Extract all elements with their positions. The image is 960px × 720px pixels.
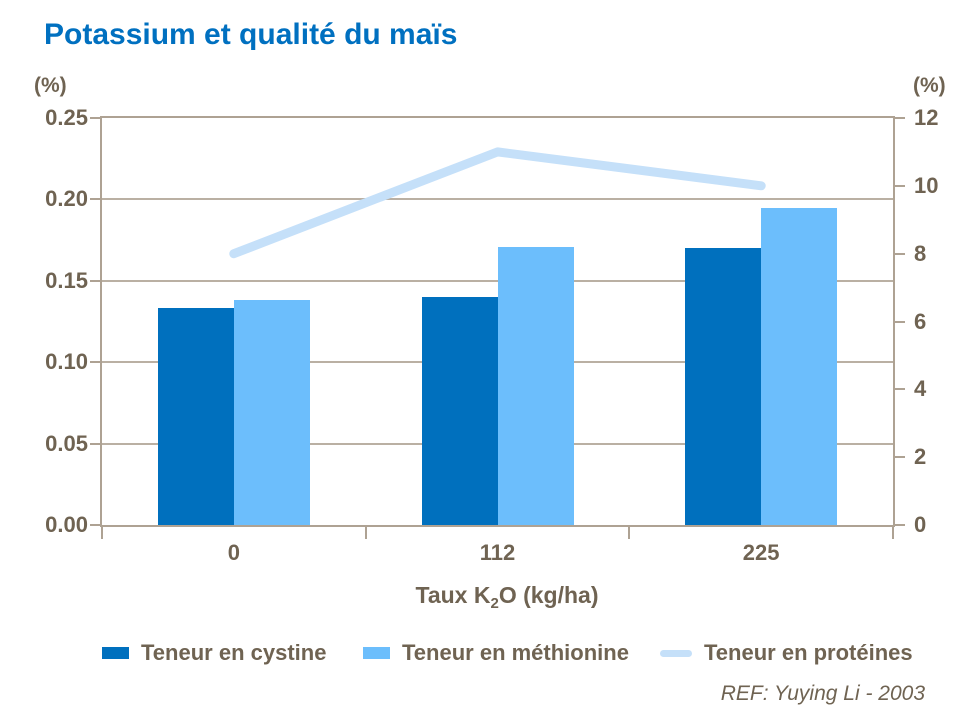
bar-cystine-225 [685,248,762,525]
bar-cystine-112 [421,297,498,525]
legend-item-cystine: Teneur en cystine [102,640,326,666]
x-axis-tick [101,527,103,539]
left-axis-tick-label: 0.20 [45,186,88,212]
methionine-swatch-icon [363,647,390,659]
left-axis-tick [90,279,100,282]
right-axis-tick-label: 4 [914,376,927,402]
right-axis-unit: (%) [913,74,946,97]
bar-methionine-0 [233,300,310,525]
x-axis-title-subscript: 2 [490,595,499,612]
right-axis-tick [895,117,905,119]
right-axis-tick-label: 10 [914,172,939,198]
left-axis-tick [90,524,100,526]
proteines-line [229,147,766,259]
x-axis-tick [628,527,631,539]
right-axis-tick [895,388,905,391]
left-axis-tick-label: 0.05 [45,430,88,456]
right-axis-tick-label: 6 [914,308,927,334]
left-axis-tick-label: 0.15 [45,267,88,293]
legend-label-cystine: Teneur en cystine [141,640,327,665]
right-axis-tick [895,524,905,526]
right-axis-tick-label: 8 [914,240,927,266]
left-axis-tick-label: 0.00 [45,512,88,537]
right-axis-tick-label: 2 [914,444,927,470]
x-axis-title: Taux K2O (kg/ha) [357,582,657,612]
x-axis-title-suffix: O (kg/ha) [498,582,599,608]
left-axis-tick [90,361,100,364]
cystine-swatch-icon [102,647,129,659]
left-axis-tick-label: 0.25 [45,105,88,130]
proteines-line-swatch-icon [660,649,692,657]
x-axis-title-prefix: Taux K [415,582,491,608]
right-axis-tick [895,184,905,187]
x-axis-tick-label: 112 [479,540,516,565]
left-axis-unit: (%) [34,74,67,97]
right-axis-tick [895,456,905,459]
right-axis-tick [895,320,905,323]
left-axis-tick [90,198,100,201]
right-axis-tick-label: 0 [914,512,927,537]
legend-item-methionine: Teneur en méthionine [363,640,629,666]
legend-item-proteines: Teneur en protéines [660,640,913,666]
bar-methionine-112 [497,246,574,525]
reference-footnote: REF: Yuying Li - 2003 [720,682,925,705]
legend-label-proteines: Teneur en protéines [704,640,913,665]
bar-cystine-0 [157,308,234,525]
plot-area [90,116,905,539]
left-axis-tick-label: 0.10 [45,349,88,375]
right-axis-tick [895,252,905,255]
gridline [102,198,893,201]
x-axis-tick [892,527,894,539]
left-axis-tick [90,117,100,119]
left-axis-tick [90,442,100,445]
legend-label-methionine: Teneur en méthionine [402,640,629,665]
right-axis-tick-label: 12 [914,105,939,130]
bar-methionine-225 [761,207,838,525]
x-axis-tick-label: 0 [227,540,240,565]
chart-title: Potassium et qualité du maïs [44,18,458,51]
x-axis-tick [364,527,367,539]
x-axis-tick-label: 225 [742,540,780,565]
